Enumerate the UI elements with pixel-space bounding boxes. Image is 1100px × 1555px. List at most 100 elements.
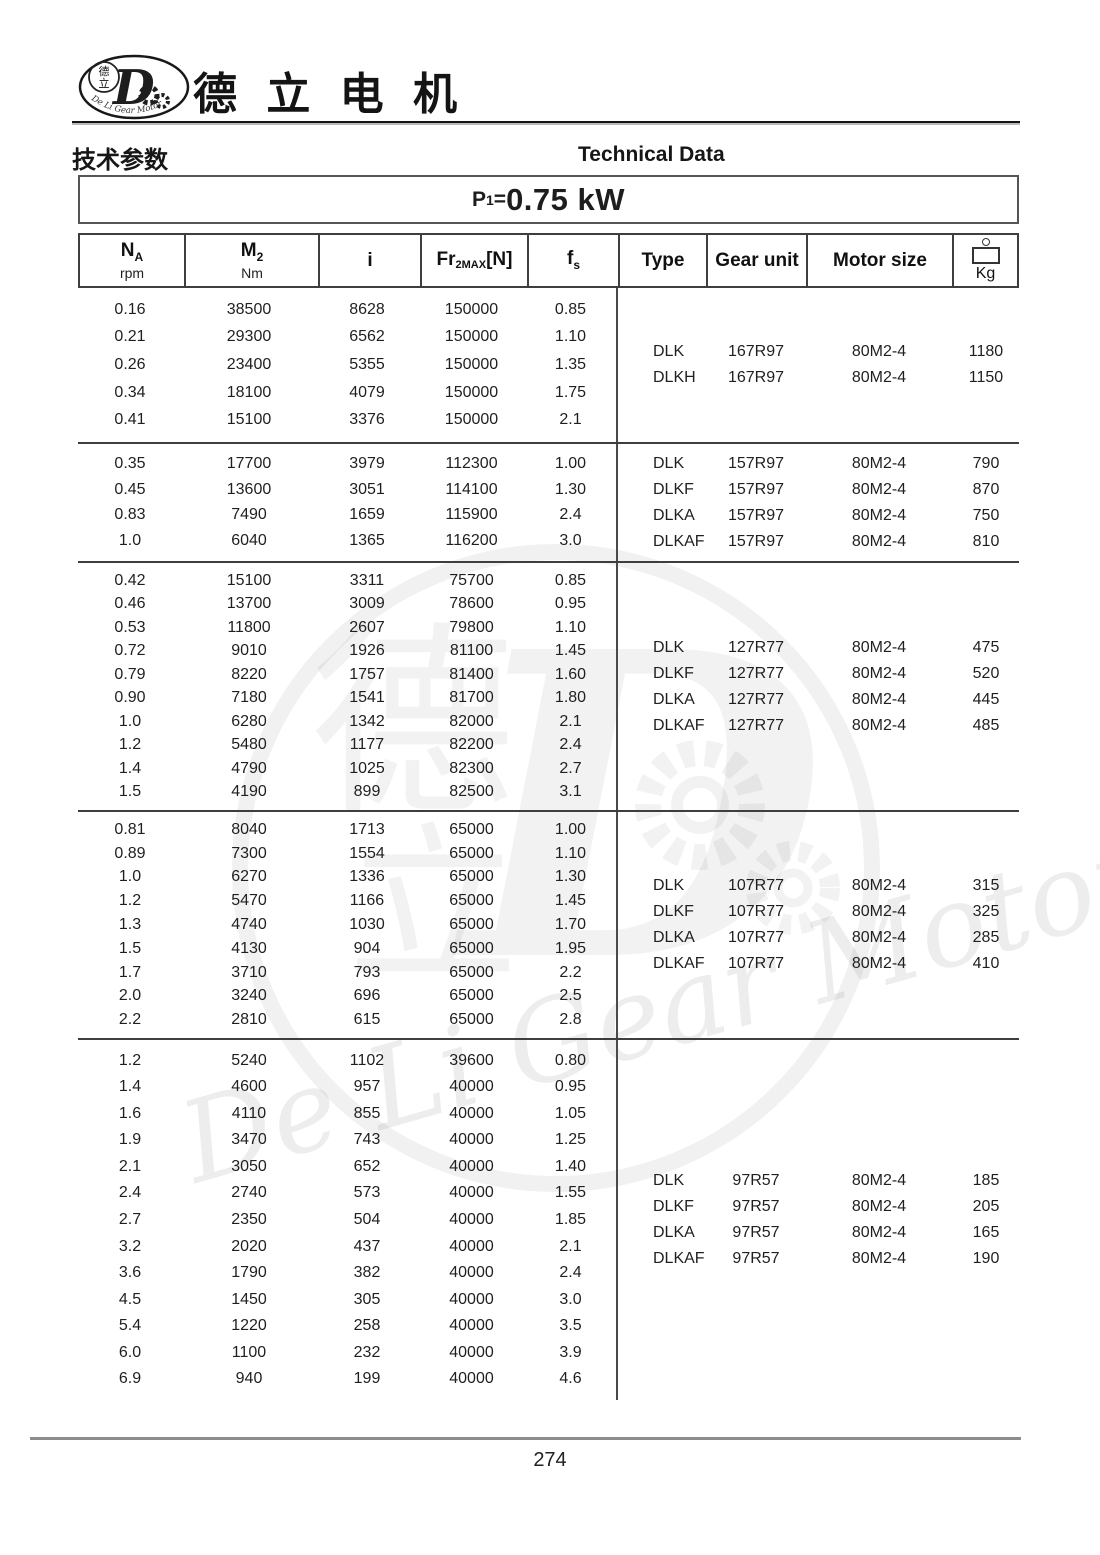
table-cell: 1342 bbox=[349, 712, 385, 730]
weight-icon bbox=[971, 237, 1000, 264]
table-cell: 1.80 bbox=[554, 689, 587, 707]
table-cell: 5480 bbox=[231, 736, 267, 754]
table-cell: 38500 bbox=[226, 300, 272, 318]
table-cell: 116200 bbox=[445, 532, 498, 550]
table-cell: 485 bbox=[972, 716, 1000, 734]
type-row: DLKAF 157R97 80M2-4 810 bbox=[618, 533, 1019, 551]
table-header-row: NA rpm M2 Nm i Fr2MAX[N] fs Type Gear un… bbox=[78, 233, 1019, 288]
block-data-rows: 0.16 38500 8628 150000 0.85 0.21 29300 6562 1500… bbox=[78, 288, 616, 442]
table-cell: 157R97 bbox=[727, 480, 785, 498]
table-cell: 3050 bbox=[231, 1157, 267, 1175]
table-cell: 80M2-4 bbox=[851, 690, 907, 708]
table-cell: 504 bbox=[353, 1210, 381, 1228]
header-cell-type: Type bbox=[618, 235, 706, 286]
table-cell: 82200 bbox=[449, 736, 494, 754]
table-cell: 80M2-4 bbox=[851, 1172, 907, 1189]
fr-sub: 2MAX bbox=[455, 259, 487, 272]
table-cell: 1.25 bbox=[554, 1131, 587, 1149]
table-cell: 82300 bbox=[449, 759, 494, 777]
table-row: 1.0 6040 1365 116200 3.0 bbox=[78, 532, 616, 550]
table-row: 1.5 4190 899 82500 3.1 bbox=[78, 783, 616, 801]
table-cell: 0.45 bbox=[114, 480, 146, 498]
na-unit: rpm bbox=[119, 264, 145, 281]
table-row: 0.81 8040 1713 65000 1.00 bbox=[78, 821, 616, 839]
table-cell: 150000 bbox=[444, 300, 499, 318]
table-cell: 7490 bbox=[231, 506, 267, 524]
table-cell: 7300 bbox=[231, 844, 267, 862]
table-cell: 40000 bbox=[449, 1370, 494, 1388]
header-cell-na: NA rpm bbox=[80, 235, 184, 286]
table-cell: 65000 bbox=[449, 892, 494, 910]
table-row: 1.2 5480 1177 82200 2.4 bbox=[78, 736, 616, 754]
table-cell: 40000 bbox=[449, 1210, 494, 1228]
table-cell: 2.2 bbox=[559, 963, 582, 981]
table-block: 0.16 38500 8628 150000 0.85 0.21 29300 6562 1500… bbox=[78, 288, 1019, 444]
table-cell: 1.0 bbox=[118, 868, 142, 886]
table-row: 0.79 8220 1757 81400 1.60 bbox=[78, 666, 616, 684]
table-cell: DLKF bbox=[653, 1198, 694, 1215]
table-cell: DLK bbox=[653, 877, 685, 894]
table-cell: 78600 bbox=[449, 595, 494, 613]
table-cell: 82500 bbox=[449, 783, 494, 801]
table-cell: 1.4 bbox=[118, 1078, 142, 1096]
table-cell: 4079 bbox=[349, 383, 385, 401]
table-cell: 6270 bbox=[231, 868, 267, 886]
power-subscript: 1 bbox=[486, 191, 494, 208]
table-cell: 18100 bbox=[226, 383, 272, 401]
table-cell: 325 bbox=[972, 903, 1000, 920]
table-cell: 1450 bbox=[231, 1290, 267, 1308]
table-cell: 2.7 bbox=[118, 1210, 142, 1228]
table-cell: 810 bbox=[972, 532, 1000, 550]
table-cell: 82000 bbox=[449, 712, 494, 730]
table-cell: 150000 bbox=[444, 411, 499, 429]
block-data-rows: 0.81 8040 1713 65000 1.00 0.89 7300 1554 65000 1.… bbox=[78, 812, 616, 1038]
table-cell: 190 bbox=[972, 1250, 1000, 1267]
table-cell: 80M2-4 bbox=[851, 638, 907, 656]
table-cell: 80M2-4 bbox=[851, 929, 907, 946]
type-row: DLKF 127R77 80M2-4 520 bbox=[618, 665, 1019, 683]
block-type-rows: DLK 157R97 80M2-4 790 DLKF 157R97 80M2-4 870 DLK… bbox=[616, 444, 1019, 561]
table-row: 0.26 23400 5355 150000 1.35 bbox=[78, 356, 616, 374]
table-cell: 1.70 bbox=[554, 915, 587, 933]
table-cell: 2.8 bbox=[559, 1011, 582, 1029]
table-cell: 80M2-4 bbox=[851, 955, 907, 972]
table-cell: 0.26 bbox=[114, 355, 146, 373]
table-cell: 315 bbox=[972, 877, 1000, 894]
table-cell: 65000 bbox=[449, 844, 494, 862]
table-cell: 2.0 bbox=[118, 987, 142, 1005]
table-cell: 2.1 bbox=[118, 1157, 142, 1175]
table-cell: 0.34 bbox=[114, 383, 146, 401]
table-cell: 7180 bbox=[231, 689, 267, 707]
table-cell: 1.5 bbox=[118, 939, 142, 957]
table-row: 0.90 7180 1541 81700 1.80 bbox=[78, 689, 616, 707]
header-cell-weight: Kg bbox=[952, 235, 1017, 286]
table-cell: 80M2-4 bbox=[851, 877, 907, 894]
table-cell: 40000 bbox=[449, 1184, 494, 1202]
table-cell: 0.95 bbox=[554, 1078, 587, 1096]
block-type-rows: DLK 127R77 80M2-4 475 DLKF 127R77 80M2-4 520 DLK… bbox=[616, 563, 1019, 810]
table-cell: 75700 bbox=[449, 571, 494, 589]
table-cell: 80M2-4 bbox=[851, 664, 907, 682]
table-cell: 5.4 bbox=[118, 1317, 142, 1335]
table-cell: 127R77 bbox=[727, 690, 785, 708]
table-cell: DLKF bbox=[653, 664, 694, 682]
table-cell: 1554 bbox=[349, 844, 385, 862]
table-cell: 0.83 bbox=[114, 506, 146, 524]
table-row: 0.45 13600 3051 114100 1.30 bbox=[78, 481, 616, 499]
table-cell: 437 bbox=[353, 1237, 381, 1255]
table-row: 6.9 940 199 40000 4.6 bbox=[78, 1370, 616, 1388]
table-cell: 3710 bbox=[231, 963, 267, 981]
table-cell: 15100 bbox=[226, 411, 272, 429]
table-cell: 1.40 bbox=[554, 1157, 587, 1175]
block-type-rows: DLK 167R97 80M2-4 1180 DLKH 167R97 80M2-4 1150 bbox=[616, 288, 1019, 442]
table-cell: DLKAF bbox=[653, 955, 705, 972]
type-row: DLKH 167R97 80M2-4 1150 bbox=[618, 369, 1019, 387]
table-cell: 0.81 bbox=[114, 820, 146, 838]
table-cell: 475 bbox=[972, 638, 1000, 656]
watermark-char-bottom: 立 bbox=[348, 808, 518, 1006]
table-cell: 150000 bbox=[444, 355, 499, 373]
header-cell-fr2max: Fr2MAX[N] bbox=[420, 235, 527, 286]
fr-suffix: [N] bbox=[486, 249, 513, 271]
table-row: 0.34 18100 4079 150000 1.75 bbox=[78, 384, 616, 402]
table-cell: 81100 bbox=[449, 642, 494, 660]
